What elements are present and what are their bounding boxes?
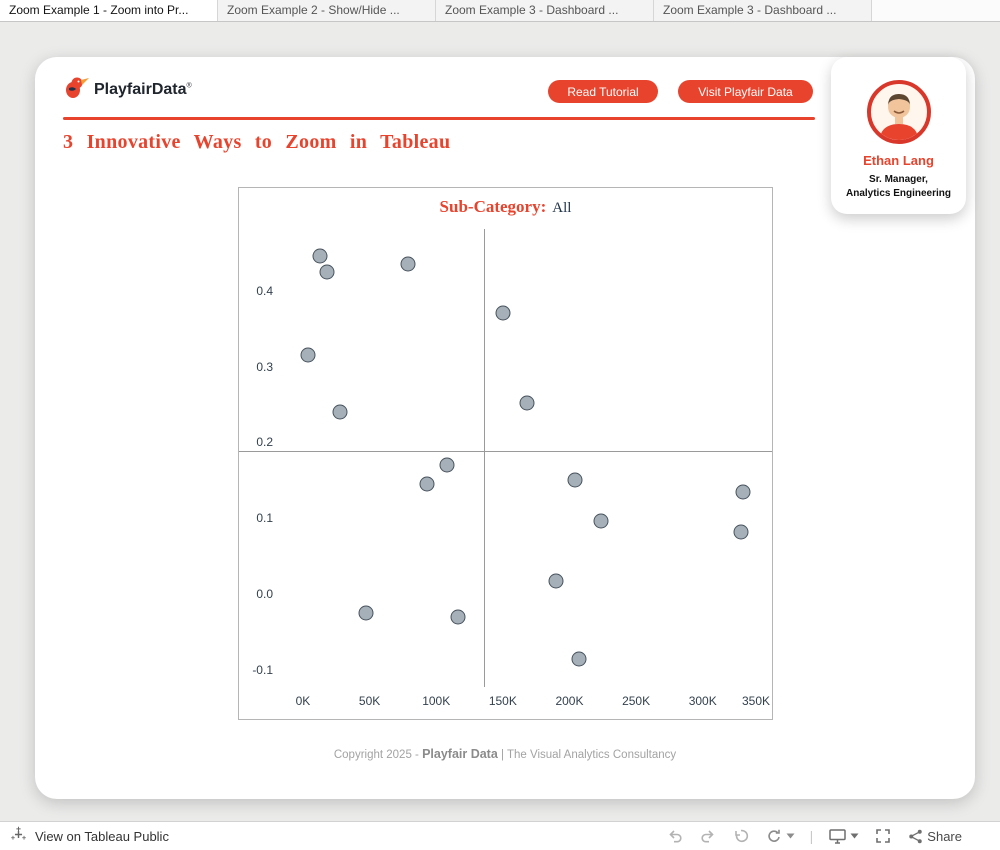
view-on-tableau-public[interactable]: View on Tableau Public <box>10 826 169 846</box>
x-axis-tick-label: 100K <box>422 694 451 708</box>
read-tutorial-button[interactable]: Read Tutorial <box>548 80 658 103</box>
brand-text: PlayfairData® <box>94 81 192 99</box>
scatter-point[interactable] <box>548 573 564 589</box>
y-axis-tick-label: 0.1 <box>256 511 273 526</box>
x-axis-tick-label: 250K <box>622 694 651 708</box>
footer-copyright: Copyright 2025 - Playfair Data | The Vis… <box>35 747 975 761</box>
quadrant-line-horizontal <box>239 450 772 452</box>
scatter-point[interactable] <box>519 395 535 411</box>
scatter-point[interactable] <box>733 524 749 540</box>
revert-icon[interactable] <box>732 827 750 845</box>
x-axis-tick-label: 50K <box>358 694 381 708</box>
tableau-public-icon <box>10 826 27 846</box>
plot-area: 0K 50K 100K 150K 200K 250K 300K 350K 0.4 0.3 0.2 0.… <box>239 188 772 719</box>
view-on-tableau-public-label: View on Tableau Public <box>35 828 169 844</box>
toolbar: View on Tableau Public <box>0 822 1000 850</box>
scatter-point[interactable] <box>571 651 587 667</box>
workbook-tab[interactable]: Zoom Example 3 - Dashboard ... <box>654 0 872 21</box>
chart-title: Sub-Category: All <box>239 197 772 217</box>
workbook-tab[interactable]: Zoom Example 3 - Dashboard ... <box>436 0 654 21</box>
profile-card: Ethan Lang Sr. Manager, Analytics Engine… <box>831 57 966 214</box>
scatter-point[interactable] <box>495 305 511 321</box>
workbook-tab[interactable]: Zoom Example 1 - Zoom into Pr... <box>0 0 218 21</box>
y-axis-tick-label: 0.3 <box>256 359 273 374</box>
profile-role-line1: Sr. Manager, <box>869 174 928 185</box>
profile-name: Ethan Lang <box>863 153 934 168</box>
chart-title-label: Sub-Category: <box>439 197 547 216</box>
y-axis-tick-label: -0.1 <box>252 663 273 678</box>
scatter-point[interactable] <box>319 264 335 280</box>
brand-word2: Data <box>151 80 187 98</box>
y-axis-tick-label: 0.4 <box>256 283 273 298</box>
toolbar-actions: | Share <box>666 827 962 845</box>
visit-playfair-button[interactable]: Visit Playfair Data <box>678 80 813 103</box>
workbook-tab[interactable]: Zoom Example 2 - Show/Hide ... <box>218 0 436 21</box>
scatter-point[interactable] <box>439 457 455 473</box>
brand-word1: Playfair <box>94 80 152 98</box>
y-axis-tick-label: 0.2 <box>256 435 273 450</box>
scatter-point[interactable] <box>419 476 435 492</box>
y-axis-tick-label: 0.0 <box>256 587 273 602</box>
scatter-point[interactable] <box>593 513 609 529</box>
footer-suffix: | The Visual Analytics Consultancy <box>497 749 677 761</box>
replay-icon[interactable] <box>765 827 795 845</box>
undo-icon[interactable] <box>666 827 684 845</box>
x-axis-tick-label: 200K <box>555 694 584 708</box>
registered-mark: ® <box>186 82 192 90</box>
chart-title-value: All <box>552 200 572 216</box>
scatter-point[interactable] <box>300 347 316 363</box>
share-button[interactable]: Share <box>907 828 962 845</box>
scatter-point[interactable] <box>450 609 466 625</box>
playfair-logo-icon <box>63 75 89 104</box>
footer-prefix: Copyright 2025 - <box>333 749 423 761</box>
x-axis-tick-label: 350K <box>741 694 770 708</box>
page-title: 3 Innovative Ways to Zoom in Tableau <box>63 131 451 153</box>
avatar <box>866 80 931 144</box>
profile-role: Sr. Manager, Analytics Engineering <box>831 173 966 200</box>
display-icon[interactable] <box>828 827 859 845</box>
workbook-tab-bar: Zoom Example 1 - Zoom into Pr... Zoom Exa… <box>0 0 1000 22</box>
fullscreen-icon[interactable] <box>874 827 892 845</box>
header-divider <box>63 117 815 120</box>
x-axis-tick-label: 150K <box>488 694 517 708</box>
scatter-point[interactable] <box>735 484 751 500</box>
scatter-point[interactable] <box>332 404 348 420</box>
scatter-point[interactable] <box>400 256 416 272</box>
profile-role-line2: Analytics Engineering <box>845 187 952 199</box>
scatter-point[interactable] <box>358 605 374 621</box>
footer-brand: Playfair Data <box>422 747 498 761</box>
scatter-point[interactable] <box>312 248 328 264</box>
brand: PlayfairData® <box>63 75 192 104</box>
toolbar-separator: | <box>809 828 814 844</box>
redo-icon[interactable] <box>699 827 717 845</box>
share-label: Share <box>927 828 962 844</box>
scatter-point[interactable] <box>567 472 583 488</box>
workspace: PlayfairData® Read Tutorial Visit Playfa… <box>0 22 1000 822</box>
quadrant-line-vertical <box>483 229 485 687</box>
scatter-chart: Sub-Category: All 0K 50K 100K 150K 200K 250K 30… <box>238 187 773 720</box>
x-axis-tick-label: 0K <box>295 694 311 708</box>
x-axis-tick-label: 300K <box>688 694 717 708</box>
dashboard-card: PlayfairData® Read Tutorial Visit Playfa… <box>35 57 975 799</box>
